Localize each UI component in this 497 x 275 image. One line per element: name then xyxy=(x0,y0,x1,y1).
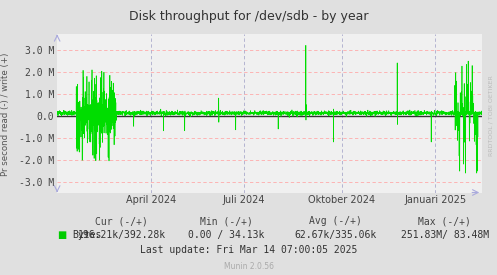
Text: 251.83M/ 83.48M: 251.83M/ 83.48M xyxy=(401,230,489,240)
Text: Bytes: Bytes xyxy=(72,230,101,240)
Text: Disk throughput for /dev/sdb - by year: Disk throughput for /dev/sdb - by year xyxy=(129,10,368,23)
Text: 196.21k/392.28k: 196.21k/392.28k xyxy=(78,230,166,240)
Text: Max (-/+): Max (-/+) xyxy=(418,216,471,226)
Text: RRDTOOL / TOBI OETIKER: RRDTOOL / TOBI OETIKER xyxy=(489,75,494,156)
Text: 0.00 / 34.13k: 0.00 / 34.13k xyxy=(188,230,264,240)
Text: Min (-/+): Min (-/+) xyxy=(200,216,252,226)
Text: ■: ■ xyxy=(57,230,67,240)
Text: Last update: Fri Mar 14 07:00:05 2025: Last update: Fri Mar 14 07:00:05 2025 xyxy=(140,245,357,255)
Text: Pr second read (-) / write (+): Pr second read (-) / write (+) xyxy=(1,53,10,176)
Text: Munin 2.0.56: Munin 2.0.56 xyxy=(224,262,273,271)
Text: 62.67k/335.06k: 62.67k/335.06k xyxy=(294,230,377,240)
Text: Cur (-/+): Cur (-/+) xyxy=(95,216,148,226)
Text: Avg (-/+): Avg (-/+) xyxy=(309,216,362,226)
